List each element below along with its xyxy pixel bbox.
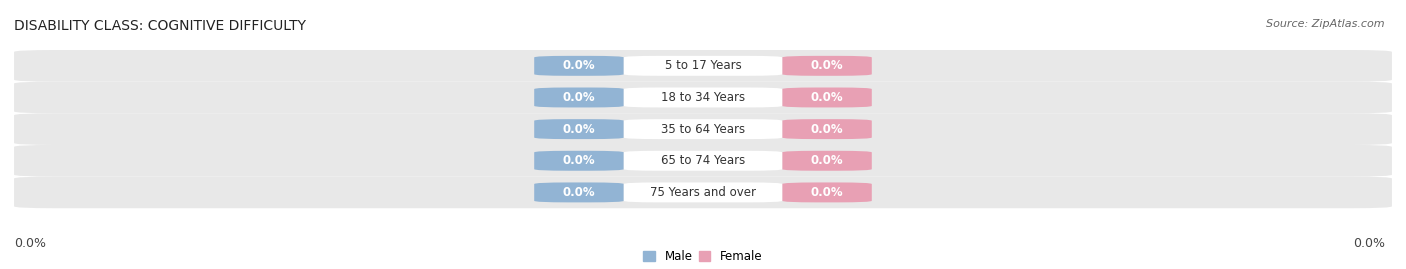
FancyBboxPatch shape	[534, 87, 624, 107]
FancyBboxPatch shape	[782, 151, 872, 171]
FancyBboxPatch shape	[534, 182, 624, 202]
Text: DISABILITY CLASS: COGNITIVE DIFFICULTY: DISABILITY CLASS: COGNITIVE DIFFICULTY	[14, 19, 307, 33]
FancyBboxPatch shape	[14, 113, 1392, 145]
FancyBboxPatch shape	[534, 151, 624, 171]
FancyBboxPatch shape	[624, 151, 782, 171]
Text: 75 Years and over: 75 Years and over	[650, 186, 756, 199]
FancyBboxPatch shape	[782, 182, 872, 202]
Text: 35 to 64 Years: 35 to 64 Years	[661, 123, 745, 136]
Text: 0.0%: 0.0%	[562, 59, 595, 72]
Text: 0.0%: 0.0%	[811, 59, 844, 72]
FancyBboxPatch shape	[782, 87, 872, 107]
FancyBboxPatch shape	[782, 119, 872, 139]
Text: 0.0%: 0.0%	[14, 237, 46, 250]
FancyBboxPatch shape	[14, 176, 1392, 208]
FancyBboxPatch shape	[624, 119, 782, 139]
Text: 5 to 17 Years: 5 to 17 Years	[665, 59, 741, 72]
Text: 0.0%: 0.0%	[562, 91, 595, 104]
Text: 65 to 74 Years: 65 to 74 Years	[661, 154, 745, 167]
Legend: Male, Female: Male, Female	[644, 250, 762, 263]
FancyBboxPatch shape	[14, 50, 1392, 82]
Text: 0.0%: 0.0%	[811, 123, 844, 136]
FancyBboxPatch shape	[624, 56, 782, 76]
FancyBboxPatch shape	[534, 56, 624, 76]
Text: 0.0%: 0.0%	[562, 186, 595, 199]
FancyBboxPatch shape	[14, 145, 1392, 176]
Text: 0.0%: 0.0%	[811, 91, 844, 104]
FancyBboxPatch shape	[624, 87, 782, 107]
Text: 18 to 34 Years: 18 to 34 Years	[661, 91, 745, 104]
Text: 0.0%: 0.0%	[562, 154, 595, 167]
FancyBboxPatch shape	[782, 56, 872, 76]
Text: 0.0%: 0.0%	[811, 186, 844, 199]
FancyBboxPatch shape	[14, 82, 1392, 113]
Text: Source: ZipAtlas.com: Source: ZipAtlas.com	[1267, 19, 1385, 29]
FancyBboxPatch shape	[534, 119, 624, 139]
Text: 0.0%: 0.0%	[811, 154, 844, 167]
Text: 0.0%: 0.0%	[562, 123, 595, 136]
Text: 0.0%: 0.0%	[1353, 237, 1385, 250]
FancyBboxPatch shape	[624, 182, 782, 202]
